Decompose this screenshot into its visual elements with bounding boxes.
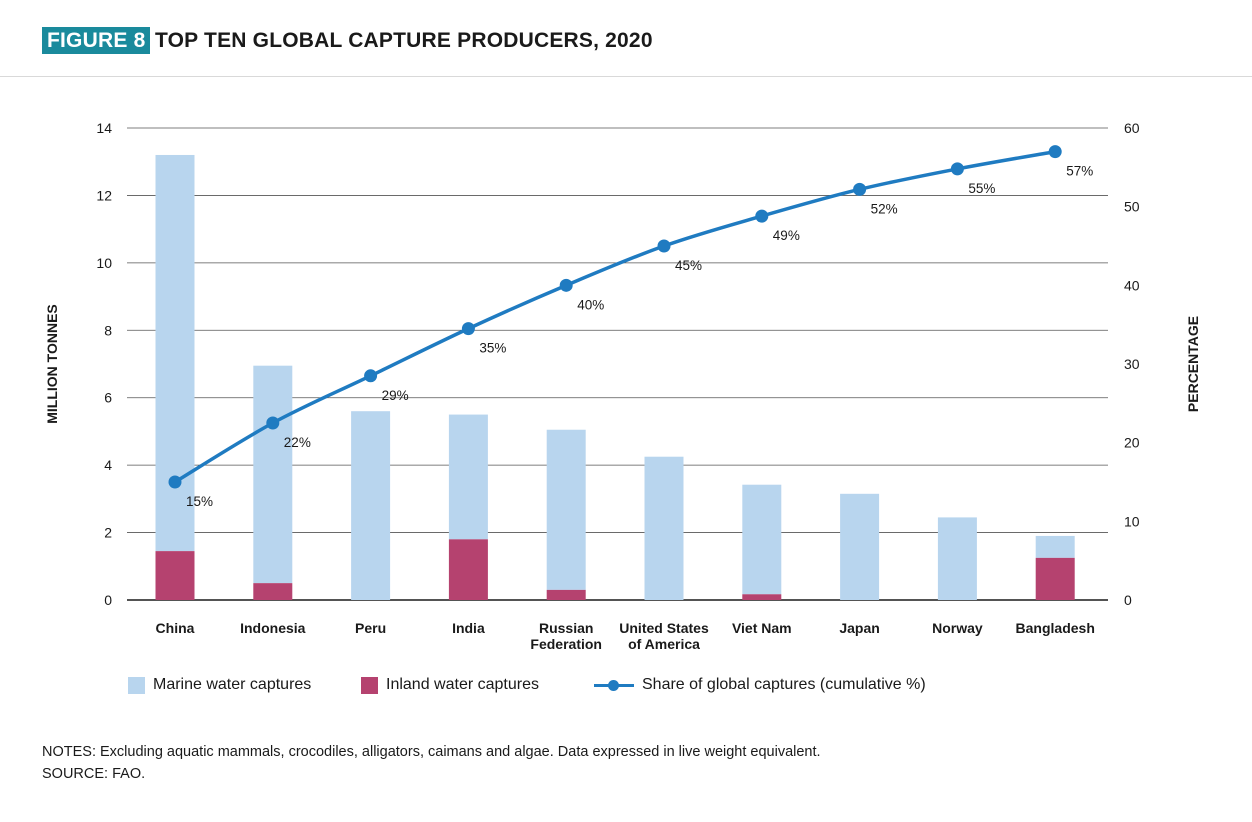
x-category-label: India bbox=[452, 620, 485, 636]
legend-label-share: Share of global captures (cumulative %) bbox=[642, 676, 926, 693]
x-category-label: Russian Federation bbox=[530, 620, 602, 652]
figure-number-badge: FIGURE 8 bbox=[42, 27, 151, 54]
bar-inland bbox=[155, 551, 195, 600]
cumulative-share-line: 15% 22% 29% 35% 40% 45% 49% 52% 55% 57% bbox=[168, 145, 1093, 509]
y-tick-label: 8 bbox=[104, 322, 112, 338]
x-category-label: Bangladesh bbox=[1016, 620, 1095, 636]
legend-line-marker bbox=[594, 677, 634, 694]
bar-inland bbox=[546, 589, 586, 600]
y-tick-label: 12 bbox=[96, 187, 112, 203]
share-point bbox=[853, 182, 867, 196]
legend-swatch-inland bbox=[361, 676, 378, 694]
y-tick-label: 14 bbox=[96, 120, 112, 136]
legend-item-marine: Marine water captures bbox=[128, 672, 311, 698]
figure-notes: NOTES: Excluding aquatic mammals, crocod… bbox=[42, 741, 1222, 785]
y-axis-title: MILLION TONNES bbox=[44, 304, 60, 424]
bars bbox=[155, 154, 1075, 600]
bar-marine bbox=[155, 154, 195, 552]
y-tick-label: 10 bbox=[96, 255, 112, 271]
x-category-label: United States of America bbox=[619, 620, 709, 652]
source-text: SOURCE: FAO. bbox=[42, 766, 146, 782]
x-category-label: Indonesia bbox=[240, 620, 306, 636]
y2-tick-label: 40 bbox=[1124, 277, 1140, 293]
legend-item-inland: Inland water captures bbox=[361, 672, 539, 698]
y2-tick-label: 60 bbox=[1124, 120, 1140, 136]
y2-axis-title: PERCENTAGE bbox=[1185, 316, 1201, 412]
legend-label-marine: Marine water captures bbox=[153, 676, 312, 693]
y2-tick-label: 50 bbox=[1124, 199, 1140, 215]
bar-marine bbox=[448, 414, 488, 540]
x-category-label: Japan bbox=[839, 620, 879, 636]
bar-marine bbox=[351, 411, 391, 600]
share-point bbox=[1048, 145, 1062, 159]
x-category-label: Norway bbox=[932, 620, 983, 636]
share-point bbox=[657, 239, 671, 253]
share-point bbox=[950, 162, 964, 176]
share-data-label: 40% bbox=[577, 297, 604, 312]
bar-marine bbox=[644, 456, 684, 600]
y2-tick-label: 30 bbox=[1124, 356, 1140, 372]
share-point bbox=[559, 278, 573, 292]
x-category-label: China bbox=[156, 620, 195, 636]
share-point bbox=[168, 475, 182, 489]
x-category-label: Viet Nam bbox=[732, 620, 792, 636]
legend-item-share: Share of global captures (cumulative %) bbox=[594, 672, 926, 698]
share-data-label: 22% bbox=[284, 435, 311, 450]
share-data-label: 49% bbox=[773, 228, 800, 243]
figure-header: FIGURE 8 TOP TEN GLOBAL CAPTURE PRODUCER… bbox=[0, 0, 1252, 77]
share-data-label: 29% bbox=[382, 388, 409, 403]
notes-text: NOTES: Excluding aquatic mammals, crocod… bbox=[42, 744, 821, 760]
share-point bbox=[364, 369, 378, 383]
share-data-label: 55% bbox=[968, 181, 995, 196]
share-data-label: 52% bbox=[871, 201, 898, 216]
bar-marine bbox=[1035, 535, 1075, 558]
share-line-path bbox=[174, 149, 1056, 484]
bar-marine bbox=[840, 493, 880, 600]
bar-inland bbox=[1035, 557, 1075, 600]
share-point bbox=[755, 209, 769, 223]
bar-marine bbox=[937, 517, 977, 600]
y-tick-label: 2 bbox=[104, 525, 112, 541]
share-data-label: 35% bbox=[479, 341, 506, 356]
legend-swatch-marine bbox=[128, 676, 145, 694]
y-tick-label: 6 bbox=[104, 390, 112, 406]
share-point bbox=[461, 322, 475, 336]
y-tick-label: 0 bbox=[104, 592, 112, 608]
bar-inland bbox=[448, 539, 488, 600]
bar-inland bbox=[742, 594, 782, 600]
y2-tick-label: 20 bbox=[1124, 435, 1140, 451]
bar-inland bbox=[253, 583, 293, 600]
y-tick-label: 4 bbox=[104, 457, 112, 473]
legend-label-inland: Inland water captures bbox=[386, 676, 539, 693]
y2-tick-label: 10 bbox=[1124, 513, 1140, 529]
chart-legend: Marine water captures Inland water captu… bbox=[0, 672, 1252, 698]
bar-marine bbox=[253, 365, 293, 584]
share-data-label: 57% bbox=[1066, 164, 1093, 179]
figure-title: TOP TEN GLOBAL CAPTURE PRODUCERS, 2020 bbox=[155, 29, 653, 52]
axes: 0 2 4 6 8 10 12 14 0 10 20 30 40 50 60 MILLION TONNES PE… bbox=[44, 120, 1201, 652]
share-data-label: 15% bbox=[186, 494, 213, 509]
share-point bbox=[266, 416, 280, 430]
y2-tick-label: 0 bbox=[1124, 592, 1132, 608]
x-category-label: Peru bbox=[355, 620, 386, 636]
bar-marine bbox=[742, 484, 782, 595]
share-data-label: 45% bbox=[675, 258, 702, 273]
bar-marine bbox=[546, 429, 586, 590]
capture-producers-chart: 15% 22% 29% 35% 40% 45% 49% 52% 55% 57% 0 2 4 6 8 10 12… bbox=[44, 120, 1201, 652]
